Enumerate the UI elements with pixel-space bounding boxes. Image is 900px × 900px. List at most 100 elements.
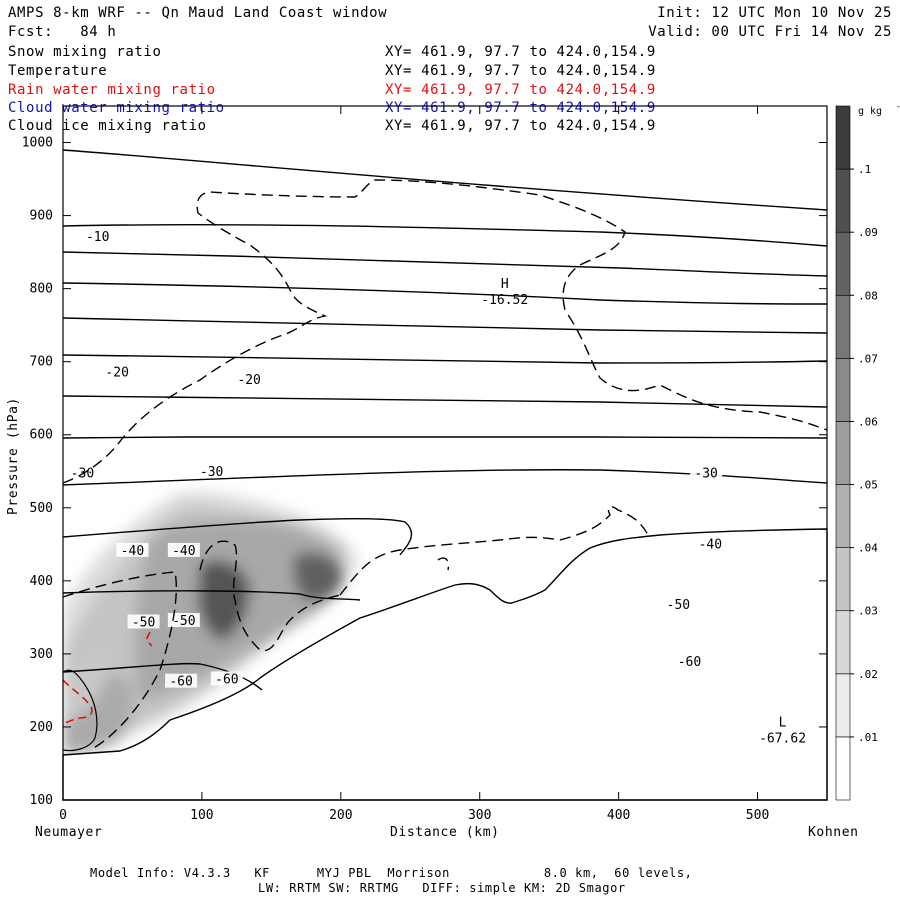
extremum-kind-0: L xyxy=(779,715,787,730)
forecast-hour: Fcst: 84 h xyxy=(8,24,117,40)
x-left-station: Neumayer xyxy=(35,825,103,840)
x-tick-label-500: 500 xyxy=(746,808,769,823)
temperature-label-2: -60 xyxy=(678,655,701,670)
colorbar-bin-2 xyxy=(835,610,851,675)
colorbar-tick-label-7: .08 xyxy=(858,289,878,302)
temperature-label-bg-12 xyxy=(101,364,134,379)
colorbar-bin-10 xyxy=(835,105,851,170)
field-name-temperature: Temperature xyxy=(8,63,108,79)
colorbar-unit: g kg xyxy=(858,106,882,117)
colorbar-tick-label-3: .04 xyxy=(858,542,878,555)
temperature-label-14: -10 xyxy=(86,230,109,245)
temperature-label-8: -40 xyxy=(699,537,722,552)
colorbar: .01 .02 .03 .04 .05 .06 .07 .08 .09 .1 g kg -1 xyxy=(835,102,900,801)
colorbar-bin-6 xyxy=(835,358,851,422)
x-tick-label-200: 200 xyxy=(329,808,352,823)
y-tick-label-1000: 1000 xyxy=(22,136,53,151)
field-name-snow: Snow mixing ratio xyxy=(8,44,162,60)
colorbar-tick-label-8: .09 xyxy=(858,226,878,239)
temperature-label-bg-14 xyxy=(81,228,114,243)
temperature-label-bg-3 xyxy=(127,614,160,629)
x-tick-label-300: 300 xyxy=(468,808,491,823)
temperature-label-3: -50 xyxy=(132,615,155,630)
y-axis: 100 200 300 400 500 600 700 800 900 1000 xyxy=(22,136,827,808)
field-name-cloud-water: Cloud water mixing ratio xyxy=(8,100,225,116)
snow-mixing-ratio-shading xyxy=(63,491,360,758)
colorbar-bin-4 xyxy=(835,484,851,548)
colorbar-tick-label-2: .03 xyxy=(858,605,878,618)
y-tick-label-100: 100 xyxy=(30,793,53,808)
terrain-outline xyxy=(62,528,828,801)
colorbar-bin-5 xyxy=(835,421,851,485)
extremum-value-0: -67.62 xyxy=(759,731,806,746)
colorbar-bin-9 xyxy=(835,168,851,233)
colorbar-tick-label-9: .1 xyxy=(858,163,871,176)
field-name-rain: Rain water mixing ratio xyxy=(8,82,216,98)
y-tick-label-600: 600 xyxy=(30,428,53,443)
y-tick-label-800: 800 xyxy=(30,282,53,297)
colorbar-unit-exponent: -1 xyxy=(896,102,900,111)
temperature-label-bg-4 xyxy=(167,613,200,628)
temperature-label-11: -30 xyxy=(694,466,717,481)
field-xy-snow: XY= 461.9, 97.7 to 424.0,154.9 xyxy=(385,44,656,60)
rain-water-contours xyxy=(62,631,153,726)
temperature-labels: -60 -60-60-50 -50-50-40 -40 -40-30 -30 -30-20-… xyxy=(66,228,727,690)
temperature-label-0: -60 xyxy=(169,675,192,690)
x-tick-label-100: 100 xyxy=(190,808,213,823)
colorbar-tick-label-5: .06 xyxy=(858,415,878,428)
model-info-line1: Model Info: V4.3.3 KF MYJ PBL Morrison 8… xyxy=(90,866,693,880)
field-name-cloud-ice: Cloud ice mixing ratio xyxy=(8,118,207,134)
extremum-value-1: -16.52 xyxy=(481,293,528,308)
cloud-ice-contours xyxy=(63,179,827,751)
temperature-label-bg-9 xyxy=(66,465,99,480)
valid-time: Valid: 00 UTC Fri 14 Nov 25 xyxy=(648,24,892,40)
extremum-kind-1: H xyxy=(501,277,509,292)
field-xy-cloud-ice: XY= 461.9, 97.7 to 424.0,154.9 xyxy=(385,118,656,134)
y-tick-label-200: 200 xyxy=(30,720,53,735)
temperature-label-4: -50 xyxy=(172,614,195,629)
temperature-label-bg-1 xyxy=(210,671,243,686)
y-tick-label-400: 400 xyxy=(30,574,53,589)
field-xy-rain: XY= 461.9, 97.7 to 424.0,154.9 xyxy=(385,82,656,98)
colorbar-bin-7 xyxy=(835,294,851,359)
y-tick-label-500: 500 xyxy=(30,501,53,516)
temperature-label-bg-0 xyxy=(165,673,198,688)
temperature-label-13: -20 xyxy=(237,373,260,388)
temperature-label-bg-5 xyxy=(662,596,695,611)
y-tick-label-700: 700 xyxy=(30,355,53,370)
colorbar-tick-label-0: .01 xyxy=(858,731,878,744)
y-tick-label-900: 900 xyxy=(30,209,53,224)
temperature-label-bg-8 xyxy=(694,536,727,551)
temperature-label-1: -60 xyxy=(215,672,238,687)
y-tick-label-300: 300 xyxy=(30,647,53,662)
chart-title: AMPS 8-km WRF -- Qn Maud Land Coast wind… xyxy=(8,5,388,21)
temperature-contours xyxy=(63,149,827,691)
temperature-label-bg-2 xyxy=(673,653,706,668)
model-info-line2: LW: RRTM SW: RRTMG DIFF: simple KM: 2D S… xyxy=(258,881,626,895)
temperature-label-10: -30 xyxy=(200,465,223,480)
temperature-label-bg-11 xyxy=(690,465,723,480)
temperature-label-12: -20 xyxy=(105,366,128,381)
extrema-labels: L-67.62 H-16.52 xyxy=(481,277,806,746)
colorbar-tick-label-1: .02 xyxy=(858,668,878,681)
colorbar-bin-3 xyxy=(835,547,851,612)
colorbar-tick-label-4: .05 xyxy=(858,479,878,492)
temperature-label-6: -40 xyxy=(121,544,144,559)
colorbar-bin-8 xyxy=(835,231,851,296)
temperature-label-bg-7 xyxy=(167,542,200,557)
temperature-label-bg-13 xyxy=(233,371,266,386)
colorbar-tick-label-6: .07 xyxy=(858,352,878,365)
x-right-station: Kohnen xyxy=(808,825,859,840)
temperature-label-bg-6 xyxy=(116,542,149,557)
x-tick-label-400: 400 xyxy=(607,808,630,823)
x-tick-label-0: 0 xyxy=(59,808,67,823)
temperature-label-bg-10 xyxy=(195,463,228,478)
x-axis-title: Distance (km) xyxy=(390,825,500,840)
init-time: Init: 12 UTC Mon 10 Nov 25 xyxy=(657,5,892,21)
field-xy-cloud-water: XY= 461.9, 97.7 to 424.0,154.9 xyxy=(385,100,656,116)
field-xy-temperature: XY= 461.9, 97.7 to 424.0,154.9 xyxy=(385,63,656,79)
temperature-label-5: -50 xyxy=(667,598,690,613)
y-axis-title: Pressure (hPa) xyxy=(6,397,21,515)
colorbar-bin-1 xyxy=(835,673,851,738)
